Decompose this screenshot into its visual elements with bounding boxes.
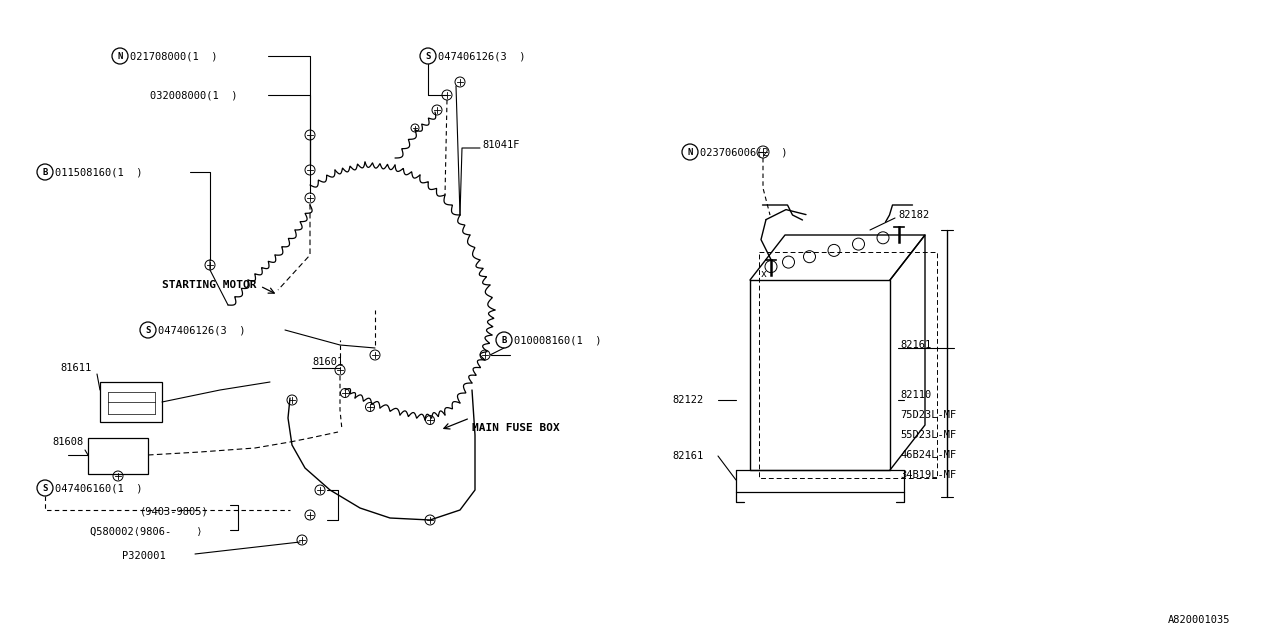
FancyBboxPatch shape	[100, 382, 163, 422]
Text: 82110: 82110	[900, 390, 932, 400]
Text: 82122: 82122	[672, 395, 703, 405]
Text: S: S	[425, 51, 430, 61]
Text: 82161: 82161	[672, 451, 703, 461]
Text: 81601: 81601	[312, 357, 343, 367]
Text: (9403-9805): (9403-9805)	[140, 507, 209, 517]
Text: B: B	[42, 168, 47, 177]
FancyBboxPatch shape	[88, 438, 148, 474]
Text: N: N	[118, 51, 123, 61]
Text: 81041F: 81041F	[483, 140, 520, 150]
Text: 021708000(1  ): 021708000(1 )	[131, 51, 218, 61]
Text: 047406126(3  ): 047406126(3 )	[157, 325, 246, 335]
Text: MAIN FUSE BOX: MAIN FUSE BOX	[472, 423, 559, 433]
Text: 81608: 81608	[52, 437, 83, 447]
Text: STARTING MOTOR: STARTING MOTOR	[163, 280, 256, 290]
Text: P320001: P320001	[122, 551, 165, 561]
Text: Q580002⟨9806-    ⟩: Q580002⟨9806- ⟩	[90, 527, 202, 537]
Text: 047406160(1  ): 047406160(1 )	[55, 483, 142, 493]
Text: 010008160(1  ): 010008160(1 )	[515, 335, 602, 345]
Text: 81611: 81611	[60, 363, 91, 373]
Text: S: S	[42, 483, 47, 493]
Text: 34B19L-MF: 34B19L-MF	[900, 470, 956, 480]
Text: 047406126(3  ): 047406126(3 )	[438, 51, 526, 61]
Text: 032008000(1  ): 032008000(1 )	[150, 90, 238, 100]
Text: N: N	[687, 147, 692, 157]
Text: 011508160(1  ): 011508160(1 )	[55, 167, 142, 177]
Text: B: B	[502, 335, 507, 344]
Text: 46B24L-MF: 46B24L-MF	[900, 450, 956, 460]
Text: x: x	[762, 269, 767, 280]
Text: 82161: 82161	[900, 340, 932, 350]
Text: 023706006(2  ): 023706006(2 )	[700, 147, 787, 157]
Text: S: S	[146, 326, 151, 335]
Text: 75D23L-MF: 75D23L-MF	[900, 410, 956, 420]
Text: 55D23L-MF: 55D23L-MF	[900, 430, 956, 440]
Text: 82182: 82182	[899, 210, 929, 220]
Text: A820001035: A820001035	[1167, 615, 1230, 625]
